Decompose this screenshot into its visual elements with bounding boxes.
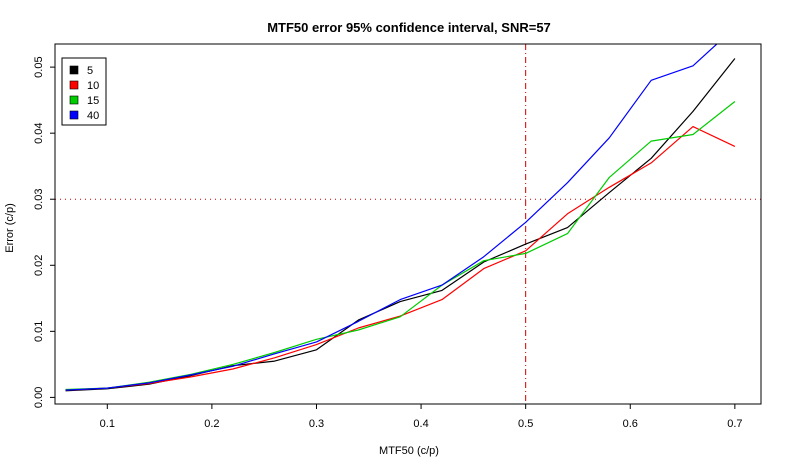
x-tick-label: 0.7: [727, 418, 742, 430]
x-tick-label: 0.5: [518, 418, 533, 430]
y-tick-label: 0.05: [33, 56, 45, 77]
reference-lines: [55, 44, 761, 404]
y-axis: 0.00 0.01 0.02 0.03 0.04 0.05: [33, 56, 55, 408]
legend-box: [61, 57, 107, 126]
legend-swatch-5: [69, 65, 79, 75]
x-tick-label: 0.4: [413, 418, 428, 430]
chart-title: MTF50 error 95% confidence interval, SNR…: [267, 20, 551, 35]
legend-swatch-40: [69, 110, 79, 120]
legend-label-10: 10: [87, 80, 99, 92]
legend-swatch-15: [69, 95, 79, 105]
y-tick-label: 0.02: [33, 255, 45, 276]
legend-label-5: 5: [87, 65, 93, 77]
y-tick-label: 0.04: [33, 122, 45, 143]
x-tick-label: 0.6: [623, 418, 638, 430]
y-axis-label: Error (c/p): [4, 203, 16, 253]
legend-label-15: 15: [87, 95, 99, 107]
x-tick-label: 0.1: [100, 418, 115, 430]
y-tick-label: 0.03: [33, 189, 45, 210]
series-line-40: [65, 44, 718, 391]
legend-swatch-10: [69, 80, 79, 90]
plot-frame: [54, 43, 762, 405]
x-axis-label: MTF50 (c/p): [379, 445, 439, 457]
legend-label-40: 40: [87, 110, 99, 122]
series-lines: [65, 44, 736, 392]
y-tick-label: 0.00: [33, 387, 45, 408]
x-tick-label: 0.3: [309, 418, 324, 430]
y-tick-label: 0.01: [33, 321, 45, 342]
series-line-5: [65, 58, 736, 392]
x-tick-label: 0.2: [204, 418, 219, 430]
x-axis: 0.1 0.2 0.3 0.4 0.5 0.6 0.7: [100, 404, 743, 430]
series-line-15: [65, 101, 736, 391]
series-line-10: [65, 125, 736, 391]
legend: 5 10 15 40: [61, 57, 107, 126]
